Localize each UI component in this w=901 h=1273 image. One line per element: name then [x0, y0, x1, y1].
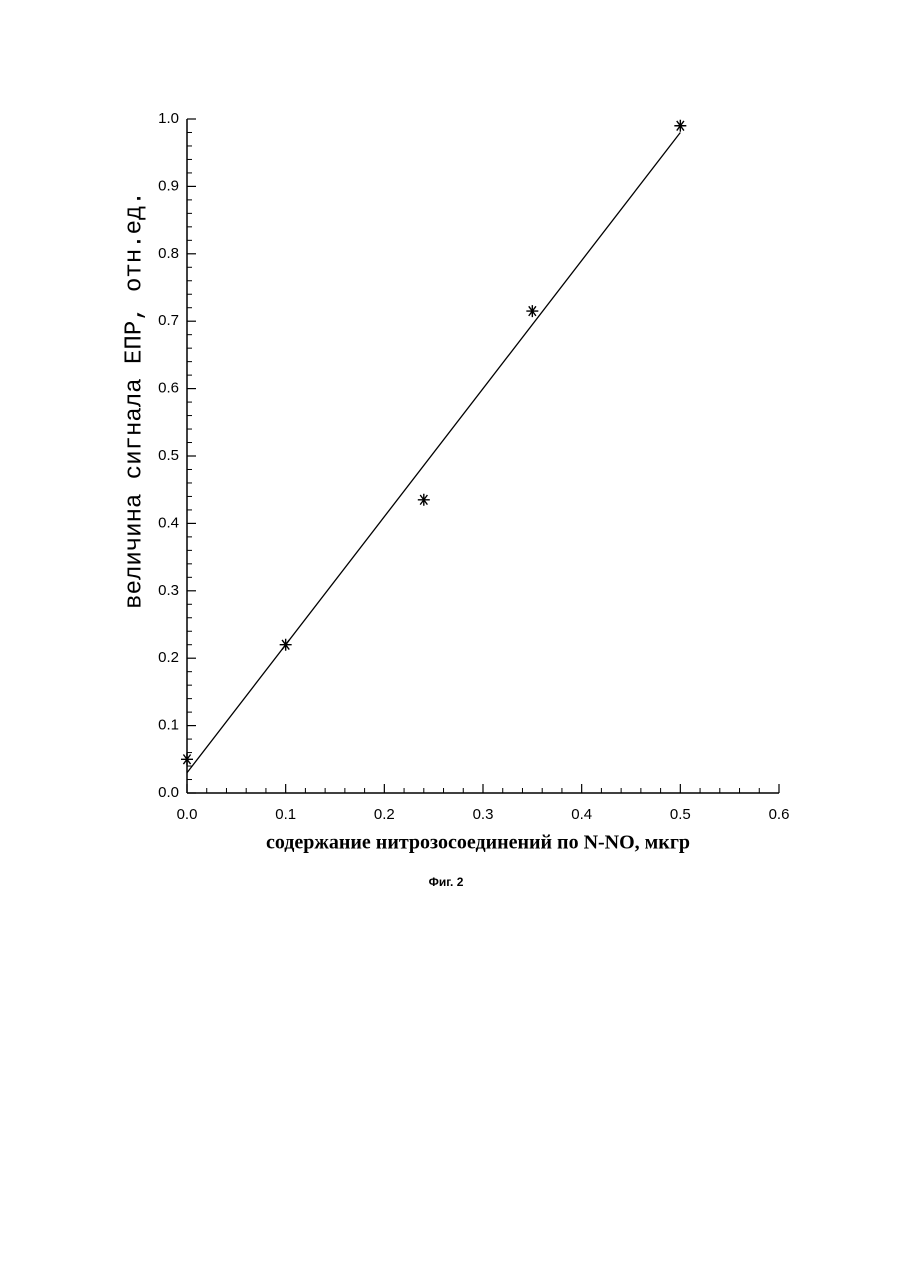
- x-tick-label: 0.2: [374, 806, 395, 823]
- x-tick-label: 0.1: [275, 806, 296, 823]
- y-tick-label: 0.0: [158, 784, 179, 801]
- y-tick-label: 0.4: [158, 514, 179, 531]
- chart: величина сигнала ЕПР, отн.ед. содержание…: [0, 0, 901, 1273]
- y-tick-label: 0.5: [158, 447, 179, 464]
- y-tick-label: 0.1: [158, 717, 179, 734]
- y-tick-label: 0.9: [158, 177, 179, 194]
- background: [0, 0, 901, 1273]
- y-tick-label: 0.7: [158, 312, 179, 329]
- x-tick-label: 0.5: [670, 806, 691, 823]
- x-axis-label: содержание нитрозосоединений по N-NO, мк…: [266, 832, 690, 854]
- x-tick-label: 0.4: [571, 806, 592, 823]
- y-tick-label: 0.6: [158, 380, 179, 397]
- x-tick-label: 0.6: [769, 806, 790, 823]
- x-tick-label: 0.3: [473, 806, 494, 823]
- y-tick-label: 0.8: [158, 245, 179, 262]
- y-tick-label: 0.2: [158, 649, 179, 666]
- x-tick-label: 0.0: [177, 806, 198, 823]
- y-tick-label: 1.0: [158, 110, 179, 127]
- caption: Фиг. 2: [429, 875, 464, 889]
- y-axis-label: величина сигнала ЕПР, отн.ед.: [121, 191, 148, 609]
- y-tick-label: 0.3: [158, 582, 179, 599]
